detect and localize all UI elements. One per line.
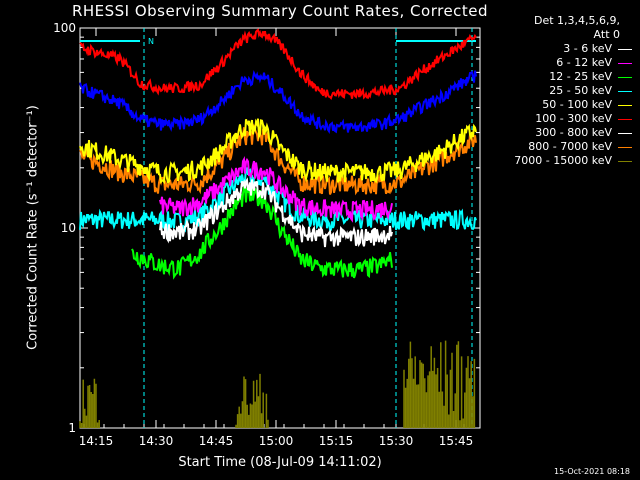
legend-header-2: Att 0 [593,28,620,41]
x-tick-label: 15:30 [379,434,414,448]
legend-item: 800 - 7000 keV [472,140,632,154]
legend-item: 300 - 800 keV [472,126,632,140]
legend-swatch [618,160,632,162]
legend-item: 7000 - 15000 keV [472,154,632,168]
legend-swatch [618,118,632,120]
series-line-4 [79,118,477,185]
y-tick-label: 1 [68,421,76,435]
legend-swatch [618,146,632,148]
olive-burst-2 [403,340,476,428]
x-tick-label: 15:15 [319,434,354,448]
legend-label: 300 - 800 keV [535,126,612,139]
legend-label: 50 - 100 keV [542,98,612,111]
series-line-1 [159,155,393,223]
legend-swatch [618,104,632,106]
series-line-5 [79,28,477,101]
legend-header-1: Det 1,3,4,5,6,9, [533,14,620,27]
chart-title: RHESSI Observing Summary Count Rates, Co… [71,2,489,20]
legend-item: 12 - 25 keV [472,70,632,84]
legend-label: 6 - 12 keV [556,56,612,69]
legend-swatch [618,62,632,64]
timestamp: 15-Oct-2021 08:18 [554,467,630,476]
olive-burst-1 [235,373,269,428]
legend-swatch [618,90,632,92]
y-tick-label: 10 [61,221,76,235]
legend-item: 50 - 100 keV [472,98,632,112]
y-tick-label: 100 [53,21,76,35]
legend-swatch [618,132,632,134]
legend-swatch [618,48,632,50]
legend-label: 12 - 25 keV [549,70,612,83]
legend-item: 3 - 6 keV [472,42,632,56]
legend-label: 800 - 7000 keV [528,140,612,153]
legend: Det 1,3,4,5,6,9, Att 0 3 - 6 keV 6 - 12 k… [472,14,632,168]
x-axis-label: Start Time (08-Jul-09 14:11:02) [178,455,382,470]
legend-label: 100 - 300 keV [535,112,612,125]
y-axis-label: Corrected Count Rate (s⁻¹ detector⁻¹) [25,105,41,350]
night-marker-label: N [148,37,154,46]
x-tick-label: 14:45 [199,434,234,448]
x-tick-label: 15:00 [259,434,294,448]
x-tick-label: 14:30 [139,434,174,448]
legend-item: 25 - 50 keV [472,84,632,98]
legend-label: 3 - 6 keV [563,42,612,55]
legend-item: 100 - 300 keV [472,112,632,126]
legend-label: 25 - 50 keV [549,84,612,97]
series-line-blue [79,69,477,134]
x-tick-label: 15:45 [439,434,474,448]
series-line-0 [159,177,393,248]
legend-swatch [618,76,632,78]
legend-label: 7000 - 15000 keV [514,154,612,167]
x-tick-label: 14:15 [79,434,114,448]
olive-burst-0 [79,378,100,428]
series-line-2 [131,183,393,280]
legend-item: 6 - 12 keV [472,56,632,70]
